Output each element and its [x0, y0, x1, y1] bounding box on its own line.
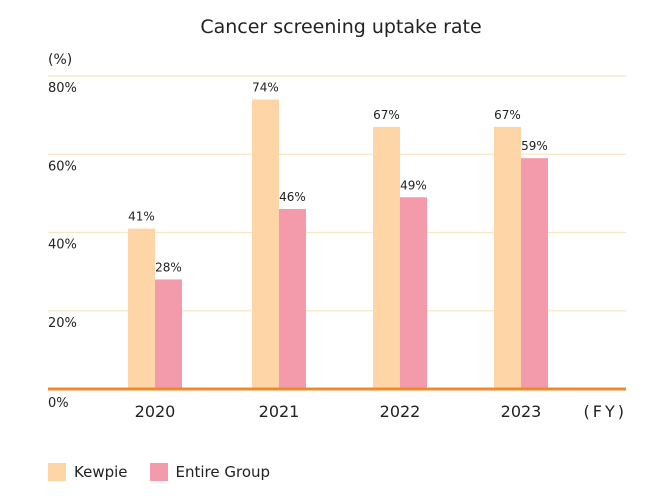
bars — [48, 99, 626, 391]
y-ticks: 0% 20% 40% 60% 80% — [48, 81, 77, 411]
legend-swatch-kewpie — [48, 463, 66, 481]
x-tick-2021: 2021 — [259, 402, 300, 421]
bar-entire-group-2020 — [155, 279, 182, 389]
y-tick-0: 0% — [48, 396, 69, 411]
x-axis-label: (FY) — [584, 402, 627, 421]
data-label-entire-group-2021: 46% — [279, 190, 306, 204]
legend-swatch-entire-group — [149, 463, 168, 481]
chart-title: Cancer screening uptake rate — [200, 16, 481, 38]
x-tick-2022: 2022 — [380, 402, 421, 421]
y-axis-label: (%) — [48, 52, 72, 68]
y-tick-80: 80% — [48, 81, 77, 96]
legend: Kewpie Entire Group — [48, 463, 292, 481]
bar-kewpie-2020 — [128, 228, 155, 389]
x-tick-2020: 2020 — [135, 402, 176, 421]
data-label-entire-group-2022: 49% — [400, 178, 427, 192]
bar-entire-group-2021 — [279, 209, 306, 389]
legend-label-kewpie: Kewpie — [74, 463, 128, 481]
x-tick-2023: 2023 — [501, 402, 542, 421]
data-label-entire-group-2020: 28% — [155, 260, 182, 274]
data-labels: 41% 28% 74% 46% 67% 49% 67% 59% — [128, 80, 548, 274]
x-ticks: 2020 2021 2022 2023 — [135, 402, 542, 421]
data-label-kewpie-2020: 41% — [128, 210, 155, 224]
data-label-entire-group-2023: 59% — [521, 139, 548, 153]
bar-entire-group-2022 — [400, 197, 427, 389]
legend-item-kewpie: Kewpie — [48, 463, 128, 481]
bar-kewpie-2023 — [494, 126, 521, 390]
y-tick-20: 20% — [48, 316, 77, 331]
data-label-kewpie-2022: 67% — [373, 108, 400, 122]
legend-item-entire-group: Entire Group — [149, 463, 271, 481]
data-label-kewpie-2023: 67% — [494, 108, 521, 122]
y-tick-40: 40% — [48, 238, 77, 253]
y-tick-60: 60% — [48, 159, 77, 174]
legend-label-entire-group: Entire Group — [175, 463, 271, 481]
bar-kewpie-2022 — [373, 126, 400, 390]
bar-entire-group-2023 — [521, 158, 548, 389]
data-label-kewpie-2021: 74% — [252, 80, 279, 94]
bar-kewpie-2021 — [252, 99, 279, 389]
